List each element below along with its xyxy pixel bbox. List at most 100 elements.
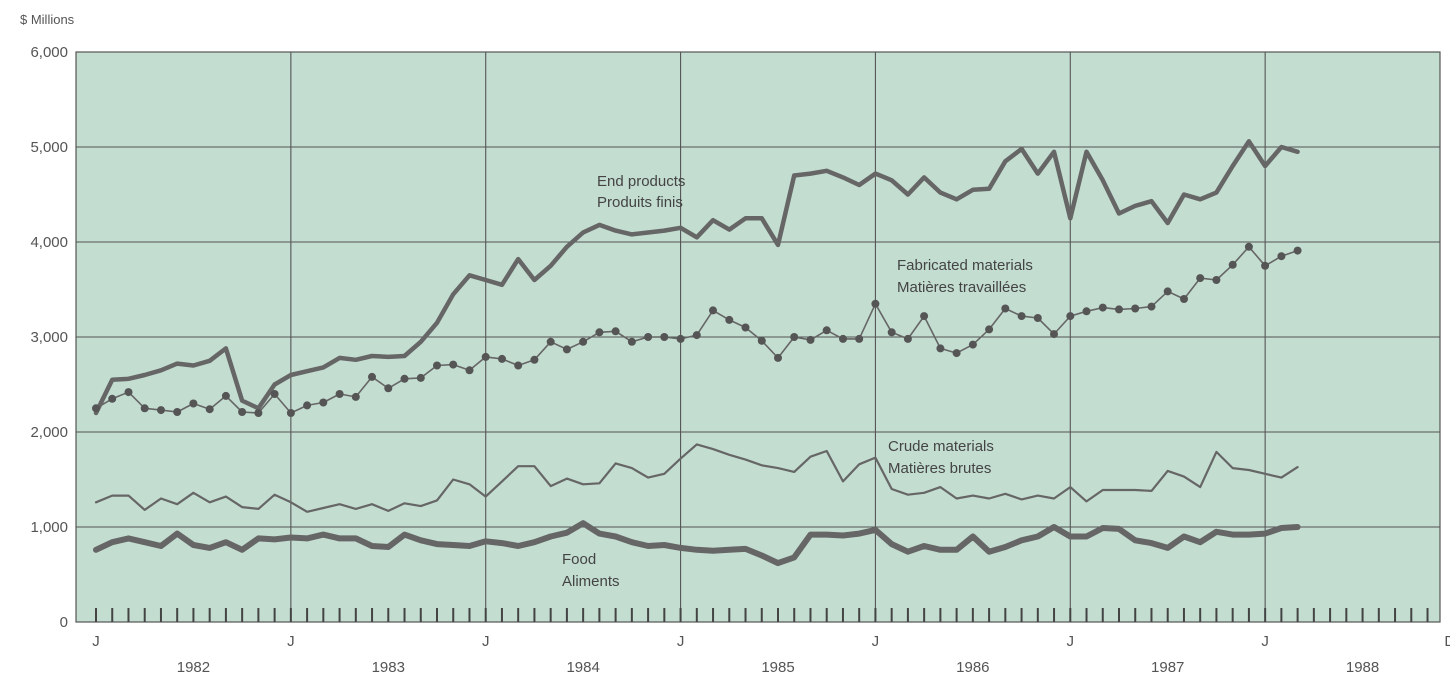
series-marker <box>465 366 474 375</box>
series-marker <box>205 405 214 414</box>
x-axis: J J J J J J J D 1982 1983 1984 1985 1986 1987 1988 <box>92 633 1450 676</box>
series-marker <box>1115 305 1123 314</box>
series-marker <box>270 390 279 398</box>
y-tick-label: 3,000 <box>30 329 68 346</box>
series-marker <box>221 391 230 400</box>
series-marker <box>611 327 620 336</box>
x-tick-label: J <box>482 633 490 650</box>
x-tick-label: J <box>287 633 295 650</box>
x-tick-label: D <box>1444 633 1450 650</box>
x-year-label: 1986 <box>956 659 989 676</box>
series-marker <box>1017 312 1026 321</box>
series-marker <box>335 390 344 398</box>
series-marker <box>660 333 669 341</box>
series-label-end-products-fr: Produits finis <box>597 194 683 211</box>
series-label-fabricated-fr: Matières travaillées <box>897 279 1026 296</box>
series-marker <box>368 372 376 381</box>
series-marker <box>173 408 182 416</box>
series-marker <box>1244 242 1253 251</box>
series-marker <box>546 337 555 346</box>
y-tick-label: 4,000 <box>30 234 68 251</box>
series-marker <box>498 354 506 363</box>
series-marker <box>968 340 977 349</box>
series-marker <box>157 406 165 415</box>
series-marker <box>1082 307 1091 316</box>
series-marker <box>1293 246 1302 255</box>
series-marker <box>1196 274 1205 283</box>
series-marker <box>481 352 490 361</box>
series-marker <box>1131 304 1140 313</box>
series-marker <box>92 404 100 413</box>
series-marker <box>725 315 734 324</box>
series-marker <box>530 355 539 364</box>
y-axis: 0 1,000 2,000 3,000 4,000 5,000 6,000 <box>30 44 68 631</box>
series-marker <box>449 360 458 369</box>
series-label-food-fr: Aliments <box>562 573 620 590</box>
series-marker <box>806 335 815 344</box>
series-marker <box>108 394 117 403</box>
series-marker <box>562 345 571 354</box>
series-marker <box>627 337 636 346</box>
series-marker <box>871 299 880 308</box>
series-marker <box>254 409 263 417</box>
series-markers <box>92 242 1302 417</box>
y-tick-label: 0 <box>60 614 68 631</box>
x-tick-label: J <box>677 633 685 650</box>
series-marker <box>1066 312 1075 321</box>
x-tick-label: J <box>872 633 880 650</box>
series-marker <box>774 353 782 362</box>
series-marker <box>1050 330 1058 339</box>
series-marker <box>887 328 896 337</box>
x-tick-label: J <box>1067 633 1075 650</box>
x-year-label: 1987 <box>1151 659 1184 676</box>
series-label-crude-en: Crude materials <box>888 438 994 455</box>
y-tick-label: 5,000 <box>30 139 68 156</box>
series-marker <box>952 349 961 358</box>
series-marker <box>644 333 653 341</box>
series-marker <box>936 344 945 353</box>
y-axis-unit-label: $ Millions <box>20 12 75 27</box>
series-marker <box>790 333 799 341</box>
series-marker <box>416 373 425 382</box>
series-marker <box>757 336 766 345</box>
series-marker <box>1228 260 1237 269</box>
series-marker <box>351 392 360 401</box>
series-marker <box>1212 276 1221 284</box>
series-marker <box>920 312 929 321</box>
series-marker <box>189 399 198 408</box>
series-marker <box>839 334 847 343</box>
series-marker <box>1261 261 1270 270</box>
series-marker <box>1180 295 1188 303</box>
series-marker <box>985 325 994 334</box>
x-year-label: 1988 <box>1346 659 1379 676</box>
series-label-fabricated-en: Fabricated materials <box>897 257 1033 274</box>
series-marker <box>124 388 133 397</box>
series-marker <box>822 326 831 335</box>
x-tick-label: J <box>92 633 100 650</box>
series-marker <box>286 409 295 417</box>
series-line-end-products <box>93 139 1300 416</box>
series-marker <box>1098 303 1107 312</box>
series-marker <box>514 361 523 370</box>
x-year-label: 1985 <box>761 659 794 676</box>
series-marker <box>1033 314 1042 322</box>
series-marker <box>400 374 409 383</box>
y-tick-label: 1,000 <box>30 519 68 536</box>
y-tick-label: 2,000 <box>30 424 68 441</box>
x-tick-label: J <box>1261 633 1269 650</box>
series-marker <box>741 323 750 332</box>
month-tick-marks <box>95 608 1429 622</box>
series-label-food-en: Food <box>562 551 596 568</box>
series-marker <box>579 337 588 346</box>
y-tick-label: 6,000 <box>30 44 68 61</box>
series-marker <box>1147 302 1156 311</box>
series-marker <box>238 408 247 416</box>
series-marker <box>1277 252 1286 261</box>
series-line-food <box>93 520 1301 567</box>
series-marker <box>855 334 864 343</box>
series-marker <box>303 401 312 410</box>
series-marker <box>595 328 604 337</box>
series-marker <box>140 404 149 413</box>
series-marker <box>384 384 393 393</box>
